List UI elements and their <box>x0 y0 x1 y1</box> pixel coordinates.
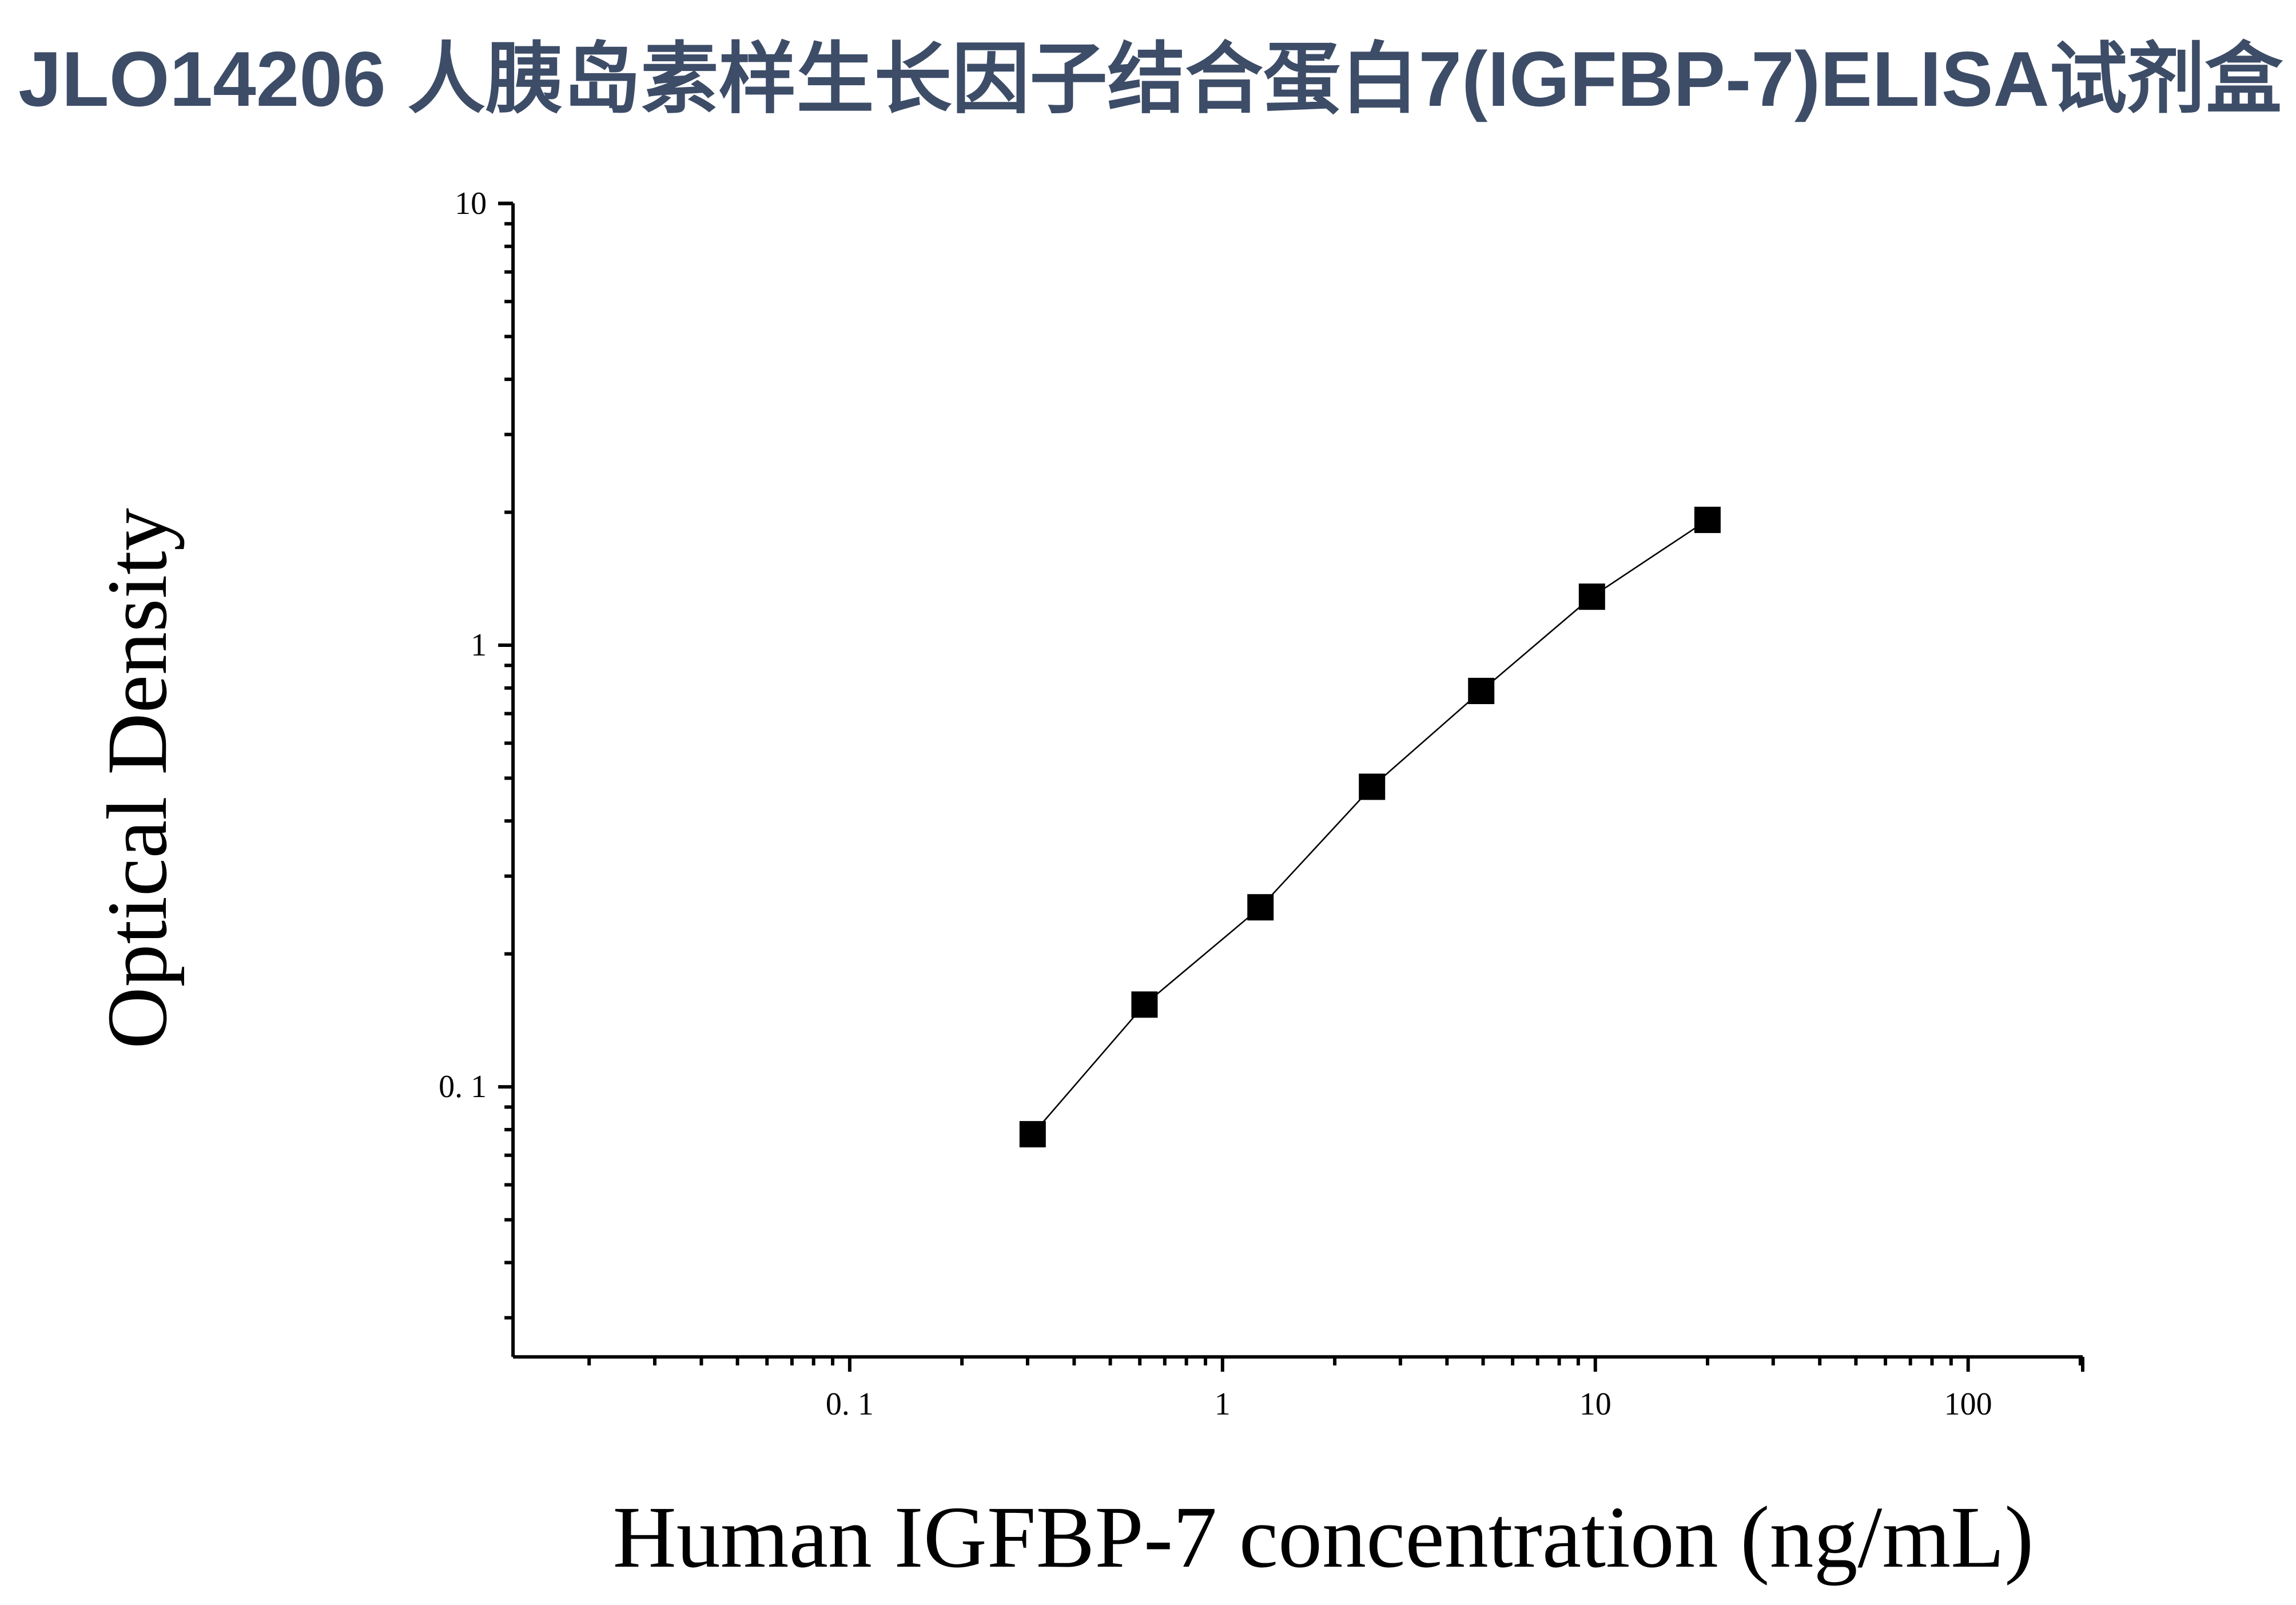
svg-text:10: 10 <box>455 186 487 221</box>
svg-text:0. 1: 0. 1 <box>439 1069 487 1105</box>
svg-text:10: 10 <box>1579 1387 1611 1422</box>
svg-text:1: 1 <box>1215 1387 1231 1422</box>
svg-text:0. 1: 0. 1 <box>826 1387 874 1422</box>
svg-text:1: 1 <box>471 627 487 663</box>
svg-text:100: 100 <box>1944 1387 1992 1422</box>
